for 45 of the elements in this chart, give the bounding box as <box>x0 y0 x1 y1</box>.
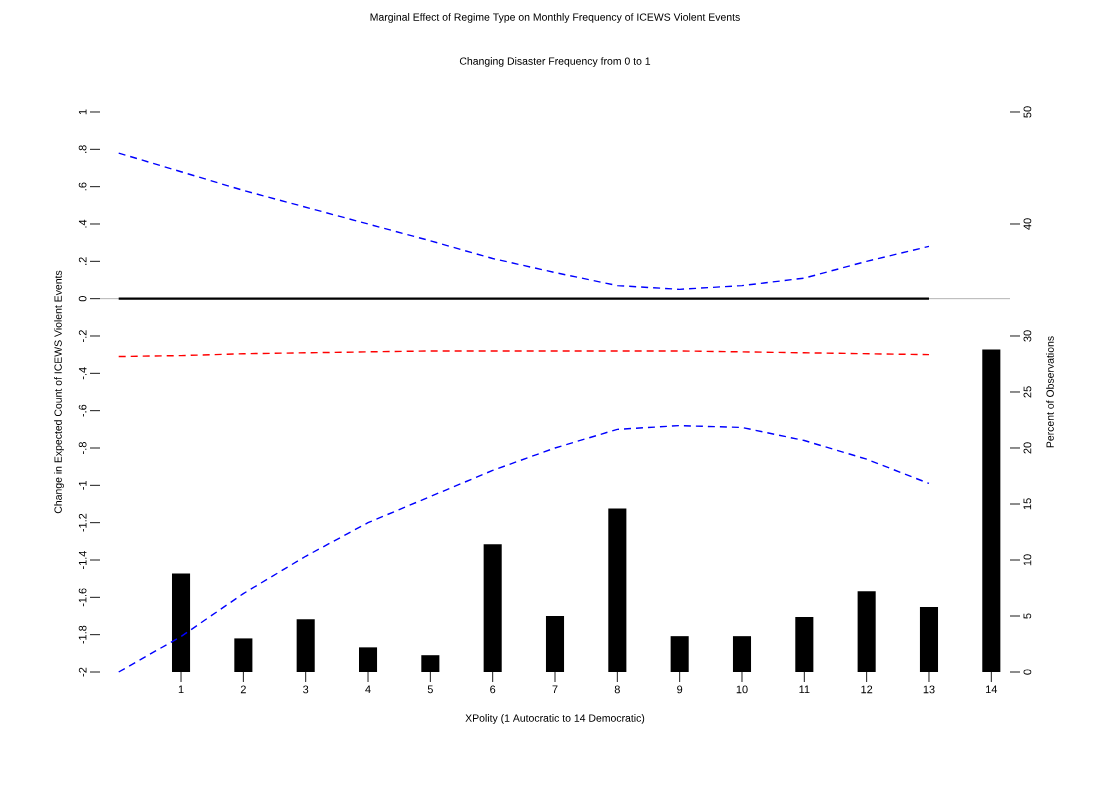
x-tick-label: 2 <box>240 685 246 694</box>
y-tick-label: -.4 <box>78 367 87 380</box>
y-tick-label: -1.4 <box>78 550 87 569</box>
y-tick-label: -.2 <box>78 330 87 342</box>
y2-axis-title: Percent of Observations <box>1046 336 1054 448</box>
y-tick-label: -1.6 <box>78 588 87 607</box>
y-tick-label: -1.2 <box>78 513 87 532</box>
y2-tick-label: 10 <box>1023 554 1032 566</box>
y2-tick-label: 50 <box>1023 106 1032 118</box>
x-axis-title: XPolity (1 Autocratic to 14 Democratic) <box>465 714 645 724</box>
x-tick-label: 14 <box>986 685 998 694</box>
y2-tick-label: 15 <box>1023 498 1032 510</box>
y2-tick-label: 20 <box>1023 442 1032 454</box>
x-tick-label: 9 <box>677 685 683 694</box>
y-tick-label: .4 <box>78 219 87 228</box>
line-series <box>118 424 930 673</box>
x-tick-label: 3 <box>303 685 309 694</box>
x-tick-label: 5 <box>427 685 433 694</box>
y-tick-label: -2 <box>78 667 87 677</box>
x-tick-label: 10 <box>736 685 748 694</box>
x-tick-label: 4 <box>365 685 371 694</box>
y-axis-title: Change in Expected Count of ICEWS Violent Events <box>54 270 64 514</box>
x-tick-label: 13 <box>923 685 935 694</box>
x-tick-label: 6 <box>490 685 496 694</box>
y-tick-label: -1 <box>78 480 87 490</box>
x-tick-label: 1 <box>178 685 184 694</box>
y-tick-label: .2 <box>78 257 87 265</box>
y-tick-label: 0 <box>78 296 87 302</box>
y-tick-label: -1.8 <box>78 625 87 644</box>
y-tick-label: .8 <box>78 145 87 153</box>
y2-tick-label: 0 <box>1023 669 1032 675</box>
chart-title: Marginal Effect of Regime Type on Monthly Frequency of ICEWS Violent Events <box>370 13 740 23</box>
y2-tick-label: 5 <box>1023 613 1032 619</box>
y-tick-label: -.6 <box>78 404 87 417</box>
chart-subtitle: Changing Disaster Frequency from 0 to 1 <box>459 57 651 67</box>
y-tick-label: 1 <box>78 109 87 115</box>
y2-tick-label: 30 <box>1023 330 1032 342</box>
y2-tick-label: 40 <box>1023 218 1032 230</box>
x-tick-label: 12 <box>861 685 873 694</box>
x-tick-label: 8 <box>614 685 620 694</box>
y2-tick-label: 25 <box>1023 386 1032 398</box>
y-tick-label: -.8 <box>78 442 87 454</box>
y-tick-label: .6 <box>78 182 87 191</box>
x-tick-label: 11 <box>799 685 810 694</box>
x-tick-label: 7 <box>552 685 558 694</box>
